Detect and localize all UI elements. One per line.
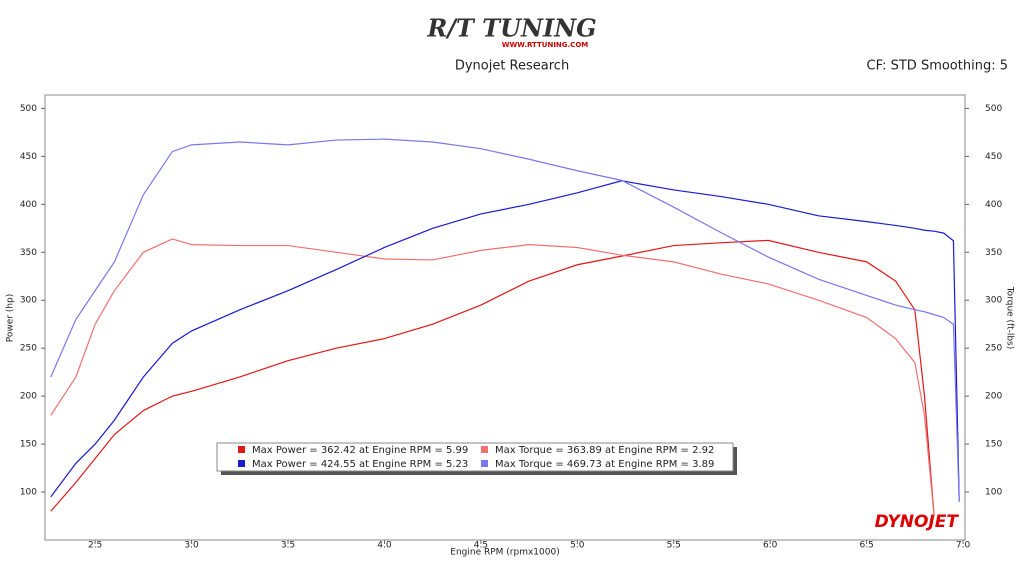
- legend-swatch: [238, 460, 245, 467]
- legend-swatch: [238, 446, 245, 453]
- logo-url: WWW.RTTUNING.COM: [502, 41, 589, 49]
- y-tick-label: 150: [20, 440, 37, 450]
- brand-logo: DYNOJET: [875, 512, 960, 532]
- y2-tick-label: 100: [985, 488, 1002, 498]
- y2-axis-label: Torque (ft-lbs): [1005, 286, 1015, 350]
- x-tick-label: 3.0: [184, 541, 199, 551]
- x-tick-label: 7.0: [956, 541, 971, 551]
- y2-tick-label: 300: [985, 296, 1002, 306]
- y-tick-label: 350: [20, 248, 37, 258]
- y2-tick-label: 150: [985, 440, 1002, 450]
- y-tick-label: 250: [20, 344, 37, 354]
- y-tick-label: 100: [20, 488, 37, 498]
- x-tick-label: 5.5: [667, 541, 681, 551]
- legend-label: Max Torque = 363.89 at Engine RPM = 2.92: [495, 445, 714, 456]
- x-tick-label: 6.0: [763, 541, 778, 551]
- y2-tick-label: 450: [985, 152, 1002, 162]
- series-line: [50, 180, 960, 502]
- x-tick-label: 4.5: [474, 541, 488, 551]
- x-tick-label: 6.5: [859, 541, 873, 551]
- legend-label: Max Power = 424.55 at Engine RPM = 5.23: [252, 459, 468, 470]
- y2-tick-label: 250: [985, 344, 1002, 354]
- y2-tick-label: 200: [985, 392, 1002, 402]
- y2-tick-label: 400: [985, 200, 1002, 210]
- y-tick-label: 500: [20, 104, 37, 114]
- y-axis-label: Power (hp): [6, 294, 16, 343]
- x-axis-label: Engine RPM (rpmx1000): [450, 548, 559, 558]
- y-tick-label: 300: [20, 296, 37, 306]
- series-line: [50, 238, 935, 517]
- series-line: [50, 138, 960, 502]
- chart-subtitle: CF: STD Smoothing: 5: [867, 59, 1008, 74]
- logo: R/T TUNING: [426, 14, 596, 43]
- legend-label: Max Power = 362.42 at Engine RPM = 5.99: [252, 445, 468, 456]
- x-tick-label: 3.5: [281, 541, 295, 551]
- x-tick-label: 5.0: [570, 541, 585, 551]
- legend-label: Max Torque = 469.73 at Engine RPM = 3.89: [495, 459, 714, 470]
- x-tick-label: 4.0: [377, 541, 392, 551]
- y-tick-label: 450: [20, 152, 37, 162]
- legend-swatch: [481, 460, 488, 467]
- y2-tick-label: 500: [985, 104, 1002, 114]
- chart-title: Dynojet Research: [455, 59, 569, 74]
- series-line: [50, 239, 935, 517]
- y-tick-label: 200: [20, 392, 37, 402]
- x-tick-label: 2.5: [88, 541, 102, 551]
- y-tick-label: 400: [20, 200, 37, 210]
- legend: [216, 442, 734, 472]
- legend-swatch: [481, 446, 488, 453]
- y2-tick-label: 350: [985, 248, 1002, 258]
